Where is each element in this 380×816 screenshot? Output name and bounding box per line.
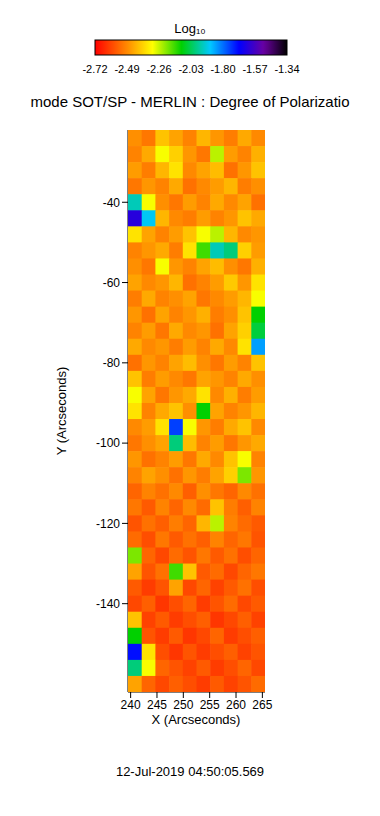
svg-text:X (Arcseconds): X (Arcseconds)	[152, 712, 241, 727]
svg-text:-40: -40	[103, 196, 121, 210]
svg-text:-80: -80	[103, 356, 121, 370]
svg-text:265: 265	[252, 698, 272, 712]
svg-text:-2.49: -2.49	[114, 63, 139, 75]
svg-text:255: 255	[200, 698, 220, 712]
svg-text:-1.34: -1.34	[274, 63, 299, 75]
svg-text:245: 245	[147, 698, 167, 712]
svg-text:250: 250	[173, 698, 193, 712]
svg-text:-120: -120	[96, 517, 120, 531]
svg-text:260: 260	[226, 698, 246, 712]
svg-text:Y (Arcseconds): Y (Arcseconds)	[54, 367, 69, 456]
svg-text:240: 240	[121, 698, 141, 712]
svg-text:-2.03: -2.03	[178, 63, 203, 75]
svg-text:-60: -60	[103, 276, 121, 290]
svg-text:-140: -140	[96, 597, 120, 611]
svg-text:12-Jul-2019 04:50:05.569: 12-Jul-2019 04:50:05.569	[116, 764, 264, 779]
svg-text:mode SOT/SP - MERLIN : Degree: mode SOT/SP - MERLIN : Degree of Polariz…	[30, 93, 349, 110]
svg-text:-2.72: -2.72	[82, 63, 107, 75]
svg-text:-1.80: -1.80	[210, 63, 235, 75]
svg-text:-2.26: -2.26	[146, 63, 171, 75]
svg-text:-1.57: -1.57	[242, 63, 267, 75]
svg-text:Log₁₀: Log₁₀	[174, 21, 205, 36]
svg-text:-100: -100	[96, 436, 120, 450]
